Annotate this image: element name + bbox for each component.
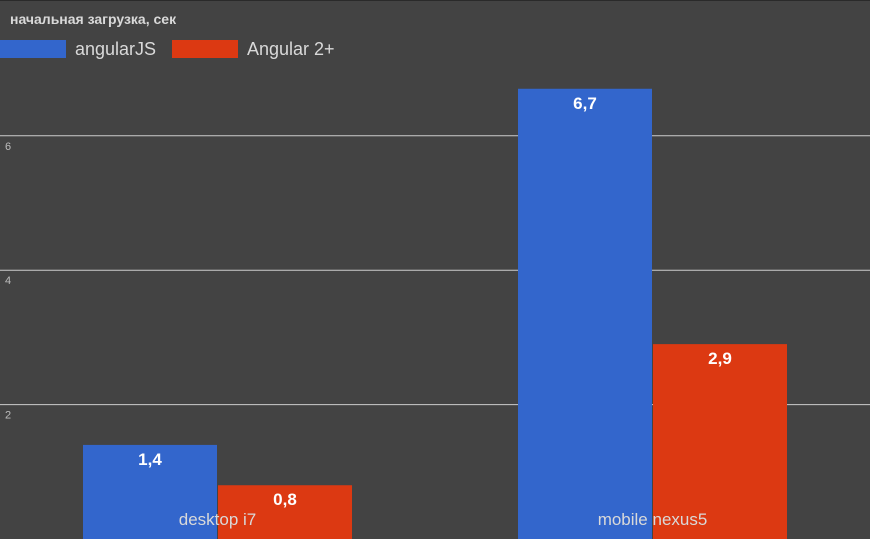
data-label-angular2-mobile: 2,9 <box>708 349 732 368</box>
legend-label-angularjs: angularJS <box>75 39 157 59</box>
legend-swatch-angular2 <box>172 40 238 58</box>
chart-title: начальная загрузка, сек <box>10 11 177 27</box>
y-tick-label-2: 2 <box>5 410 11 422</box>
bar-angular2-desktop <box>218 485 352 539</box>
y-tick-label-4: 4 <box>5 275 11 287</box>
legend-swatch-angularjs <box>0 40 66 58</box>
bar-angularjs-mobile <box>518 88 652 539</box>
category-label-desktop: desktop i7 <box>179 510 257 529</box>
legend-label-angular2: Angular 2+ <box>247 39 335 59</box>
data-label-angularjs-mobile: 6,7 <box>573 94 597 113</box>
bar-angular2-mobile <box>653 344 787 539</box>
category-label-mobile: mobile nexus5 <box>598 510 708 529</box>
data-label-angular2-desktop: 0,8 <box>273 490 297 509</box>
data-label-angularjs-desktop: 1,4 <box>138 450 162 469</box>
bar-angularjs-desktop <box>83 444 217 539</box>
y-tick-label-6: 6 <box>5 141 11 153</box>
